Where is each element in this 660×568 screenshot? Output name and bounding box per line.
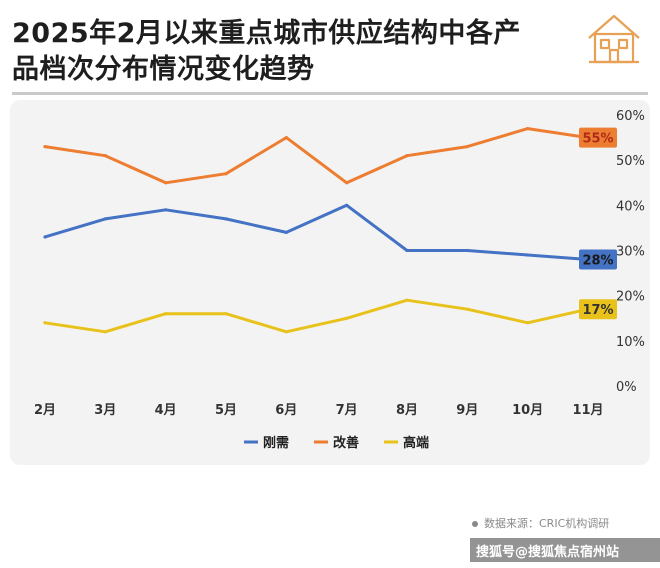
end-value-label: 17% bbox=[582, 303, 613, 318]
end-value-label: 55% bbox=[582, 132, 613, 147]
x-tick-label: 2月 bbox=[34, 403, 56, 418]
data-point bbox=[465, 145, 469, 149]
data-point bbox=[526, 253, 530, 257]
data-point bbox=[224, 217, 228, 221]
data-source: 数据来源：CRIC机构调研 bbox=[472, 515, 609, 531]
data-point bbox=[164, 208, 168, 212]
x-tick-label: 7月 bbox=[336, 403, 358, 418]
data-point bbox=[284, 230, 288, 235]
y-tick-label: 50% bbox=[616, 154, 645, 169]
data-point bbox=[164, 312, 168, 316]
legend-label: 刚需 bbox=[263, 436, 289, 451]
y-tick-label: 60% bbox=[616, 109, 645, 124]
y-tick-label: 30% bbox=[616, 245, 645, 260]
data-point bbox=[103, 217, 107, 221]
chart-title: 2025年2月以来重点城市供应结构中各产品档次分布情况变化趋势 bbox=[12, 18, 521, 85]
y-tick-label: 40% bbox=[616, 199, 645, 214]
x-tick-label: 6月 bbox=[275, 403, 297, 418]
data-point bbox=[405, 248, 409, 253]
series-line-刚需 bbox=[43, 203, 590, 261]
data-point bbox=[345, 203, 349, 207]
data-point bbox=[345, 316, 349, 320]
x-tick-label: 4月 bbox=[155, 403, 177, 418]
x-tick-label: 9月 bbox=[456, 403, 478, 418]
house-logo-icon bbox=[588, 14, 640, 64]
data-point bbox=[465, 307, 469, 311]
data-point bbox=[43, 235, 47, 239]
x-tick-label: 8月 bbox=[396, 403, 418, 418]
series-line-改善 bbox=[43, 127, 590, 185]
end-label-box bbox=[579, 249, 617, 270]
data-point bbox=[224, 312, 228, 316]
footer-bar bbox=[470, 538, 660, 562]
end-label-box bbox=[579, 299, 617, 320]
data-point bbox=[103, 330, 107, 334]
footer-watermark: 搜狐号@搜狐焦点宿州站 bbox=[476, 545, 620, 560]
data-point bbox=[405, 298, 409, 302]
y-tick-label: 10% bbox=[616, 335, 645, 350]
data-point bbox=[103, 154, 107, 158]
data-point bbox=[43, 321, 47, 325]
title-divider bbox=[12, 92, 648, 95]
data-point bbox=[284, 135, 288, 140]
data-source-text: 数据来源：CRIC机构调研 bbox=[484, 517, 610, 530]
data-point bbox=[345, 181, 349, 185]
data-point bbox=[43, 145, 47, 149]
x-tick-label: 5月 bbox=[215, 403, 237, 418]
bullet-icon bbox=[472, 521, 478, 527]
y-tick-label: 0% bbox=[616, 380, 637, 395]
end-label-box bbox=[579, 127, 617, 148]
data-point bbox=[164, 181, 168, 185]
y-tick-label: 20% bbox=[616, 290, 645, 305]
data-point bbox=[284, 330, 288, 334]
x-tick-label: 10月 bbox=[512, 403, 543, 418]
data-point bbox=[465, 248, 469, 253]
series-line-高端 bbox=[43, 298, 590, 334]
data-point bbox=[405, 154, 409, 158]
legend-label: 改善 bbox=[333, 435, 359, 451]
legend-label: 高端 bbox=[403, 435, 429, 451]
data-point bbox=[224, 172, 228, 176]
end-value-label: 28% bbox=[582, 254, 613, 269]
data-point bbox=[526, 321, 530, 325]
x-tick-label: 11月 bbox=[572, 403, 603, 418]
x-tick-label: 3月 bbox=[94, 403, 116, 418]
data-point bbox=[526, 126, 530, 131]
